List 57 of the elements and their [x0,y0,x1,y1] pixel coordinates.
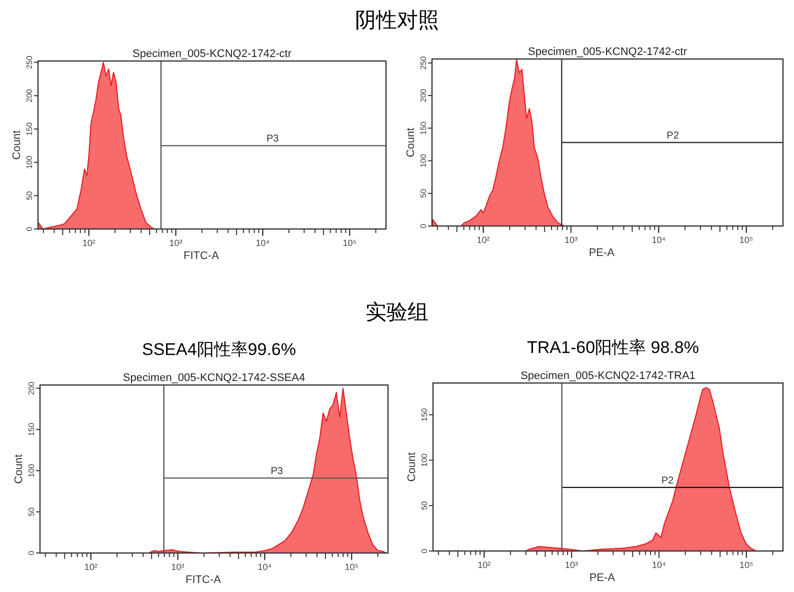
y-tick-label: 0 [27,550,36,556]
y-tick-label: 100 [27,463,36,478]
y-tick-label: 200 [419,88,428,102]
x-tick-label: 10³ [564,235,578,245]
y-tick-label: 100 [419,154,428,168]
text: SSEA4阳性率99.6% [142,340,296,359]
x-tick-label: 10² [476,235,490,245]
x-axis-title: PE-A [589,572,616,584]
y-tick-label: 150 [27,422,36,436]
text: TRA1-60阳性率 98.8% [527,338,699,357]
annotation: P2 [661,475,674,486]
x-tick-label: 10⁴ [256,238,270,248]
y-tick-label: 100 [25,155,34,170]
y-tick-label: 150 [419,120,428,135]
x-axis-title: FITC-A [186,574,222,586]
y-axis-title: Count [11,130,23,160]
y-tick-label: 250 [419,56,428,70]
text: 实验组 [366,300,428,324]
chart-title: Specimen_005-KCNQ2-1742-TRA1 [520,370,696,382]
y-axis-title: Count [405,128,417,158]
y-tick-label: 250 [25,55,34,70]
y-tick-label: 50 [27,506,36,516]
y-axis-title: Count [13,454,25,484]
annotation: P2 [666,130,680,142]
chart-title: Specimen_005-KCNQ2-1742-ctr [528,46,688,58]
x-tick-label: 10⁵ [342,238,357,248]
y-tick-label: 150 [420,408,429,422]
x-axis-title: FITC-A [184,250,220,262]
x-tick-label: 10⁴ [258,562,272,572]
y-tick-label: 0 [420,548,429,554]
y-tick-label: 200 [25,88,34,102]
chart-title: Specimen_005-KCNQ2-1742-ctr [132,48,292,60]
y-tick-label: 0 [25,226,34,232]
y-tick-label: 100 [420,452,429,467]
x-tick-label: 10³ [565,560,578,570]
x-tick-label: 10² [478,560,491,570]
y-tick-label: 0 [419,223,428,228]
x-tick-label: 10² [84,562,98,572]
text: 阴性对照 [355,8,439,32]
y-tick-label: 150 [25,122,34,136]
x-tick-label: 10³ [171,562,184,572]
y-tick-label: 50 [420,500,429,510]
y-axis-title: Count [406,452,418,482]
y-tick-label: 50 [419,188,428,198]
x-tick-label: 10⁵ [344,562,359,572]
y-tick-label: 200 [27,381,36,395]
annotation: P3 [266,134,280,145]
annotation: P3 [270,466,284,478]
x-tick-label: 10² [82,238,96,248]
x-tick-label: 10⁴ [652,235,666,245]
x-tick-label: 10⁴ [652,560,666,570]
x-tick-label: 10⁵ [739,235,754,245]
x-axis-title: PE-A [588,247,616,259]
x-tick-label: 10³ [169,238,182,248]
y-tick-label: 50 [25,190,34,200]
x-tick-label: 10⁵ [740,560,754,570]
chart-title: Specimen_005-KCNQ2-1742-SSEA4 [122,372,306,384]
